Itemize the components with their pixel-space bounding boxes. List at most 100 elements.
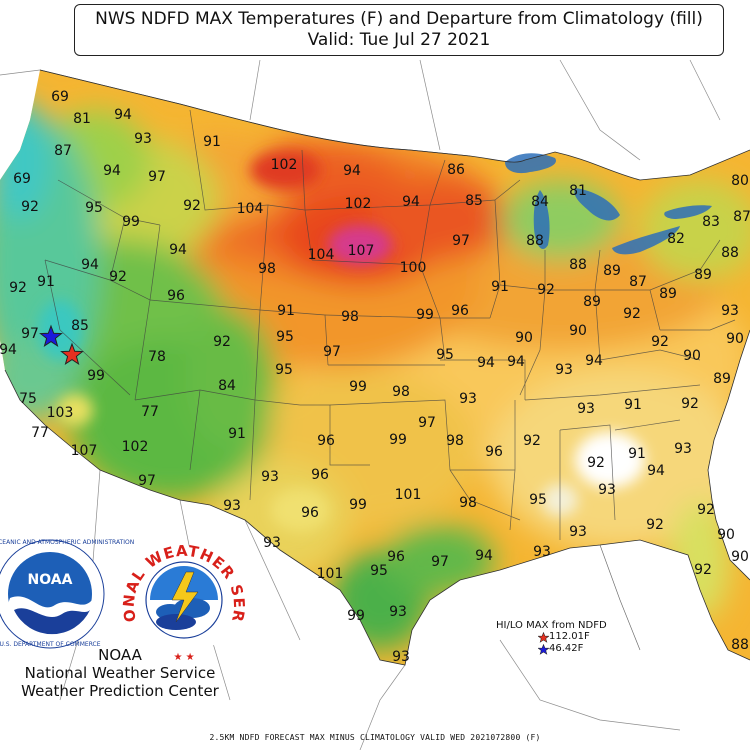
temperature-label: 93: [555, 362, 573, 378]
temperature-label: 91: [203, 134, 221, 150]
temperature-label: 97: [418, 415, 436, 431]
hi-lo-legend: HI/LO MAX from NDFD 112.01F 46.42F: [496, 620, 607, 655]
temperature-label: 95: [275, 362, 293, 378]
temperature-label: 75: [19, 391, 37, 407]
temperature-label: 98: [392, 384, 410, 400]
temperature-label: 90: [515, 330, 533, 346]
temperature-label: 107: [71, 443, 98, 459]
temperature-label: 99: [87, 368, 105, 384]
temperature-label: 102: [345, 196, 372, 212]
temperature-label: 80: [731, 173, 749, 189]
temperature-label: 87: [733, 209, 750, 225]
temperature-label: 90: [717, 527, 735, 543]
temperature-label: 94: [507, 354, 525, 370]
temperature-label: 69: [51, 89, 69, 105]
svg-text:U.S. DEPARTMENT OF COMMERCE: U.S. DEPARTMENT OF COMMERCE: [0, 641, 101, 648]
temperature-label: 89: [694, 267, 712, 283]
footer-caption: 2.5KM NDFD FORECAST MAX MINUS CLIMATOLOG…: [209, 733, 541, 742]
temperature-label: 94: [475, 548, 493, 564]
temperature-label: 93: [674, 441, 692, 457]
temperature-label: 96: [301, 505, 319, 521]
map-title: NWS NDFD MAX Temperatures (F) and Depart…: [95, 9, 703, 29]
svg-text:ATIONAL OCEANIC AND ATMOSPHERI: ATIONAL OCEANIC AND ATMOSPHERIC ADMINIST…: [0, 539, 134, 546]
temperature-label: 89: [713, 371, 731, 387]
temperature-label: 94: [169, 242, 187, 258]
temperature-label: 94: [114, 107, 132, 123]
great-lakes: [505, 153, 712, 255]
temperature-label: 90: [726, 331, 744, 347]
temperature-label: 94: [647, 463, 665, 479]
temperature-label: 101: [317, 566, 344, 582]
temperature-label: 92: [651, 334, 669, 350]
temperature-label: 97: [452, 233, 470, 249]
temperature-label: 98: [341, 309, 359, 325]
valid-date: Valid: Tue Jul 27 2021: [307, 30, 491, 50]
temperature-label: 92: [21, 199, 39, 215]
temperature-label: 94: [402, 194, 420, 210]
temperature-label: 98: [459, 495, 477, 511]
temperature-label: 92: [697, 502, 715, 518]
temperature-label: 81: [73, 111, 91, 127]
temperature-label: 92: [646, 517, 664, 533]
temperature-label: 89: [603, 263, 621, 279]
agency-block: NOAA National Weather Service Weather Pr…: [0, 646, 240, 700]
noaa-logo: NOAA ATIONAL OCEANIC AND ATMOSPHERIC ADM…: [0, 539, 134, 649]
temperature-label: 89: [659, 286, 677, 302]
svg-text:★ ★: ★ ★: [173, 652, 194, 663]
temperature-label: 91: [277, 303, 295, 319]
temperature-label: 96: [451, 303, 469, 319]
temperature-label: 102: [271, 157, 298, 173]
temperature-label: 97: [431, 554, 449, 570]
temperature-label: 85: [465, 193, 483, 209]
extreme-markers: [39, 324, 84, 366]
temperature-label: 92: [9, 280, 27, 296]
temperature-label: 93: [261, 469, 279, 485]
temperature-label: 69: [13, 171, 31, 187]
legend-lo-row: 46.42F: [538, 643, 607, 655]
agency-line-wpc: Weather Prediction Center: [21, 682, 219, 700]
temperature-label: 97: [138, 473, 156, 489]
coastline: [4, 69, 750, 666]
temperature-label: 94: [81, 257, 99, 273]
temperature-label: 99: [389, 432, 407, 448]
temperature-label: 95: [276, 329, 294, 345]
temperature-label: 91: [228, 426, 246, 442]
temperature-label: 99: [349, 379, 367, 395]
temperature-label: 96: [485, 444, 503, 460]
temperature-label: 99: [347, 608, 365, 624]
legend-hi-row: 112.01F: [538, 631, 607, 643]
temperature-label: 93: [721, 303, 739, 319]
agency-line-nws: National Weather Service: [24, 664, 216, 682]
temperature-label: 92: [694, 562, 712, 578]
temperature-label: 102: [122, 439, 149, 455]
temperature-label: 82: [667, 231, 685, 247]
temperature-label: 90: [731, 549, 749, 565]
agency-line-noaa: NOAA: [98, 646, 142, 664]
temperature-label: 91: [491, 279, 509, 295]
temperature-label: 90: [569, 323, 587, 339]
temperature-label: 78: [148, 349, 166, 365]
temperature-label: 99: [122, 214, 140, 230]
temperature-label: 92: [109, 269, 127, 285]
temperature-label: 93: [389, 604, 407, 620]
temperature-label: 84: [218, 378, 236, 394]
temperature-label: 92: [213, 334, 231, 350]
temperature-label: 87: [54, 143, 72, 159]
temperature-label: 94: [0, 342, 17, 358]
temperature-label: 87: [629, 274, 647, 290]
temperature-label: 95: [436, 347, 454, 363]
temperature-label: 92: [537, 282, 555, 298]
temperature-label: 104: [308, 247, 335, 263]
temperature-label: 95: [370, 563, 388, 579]
temperature-label: 91: [628, 446, 646, 462]
temperature-label: 88: [526, 233, 544, 249]
temperature-label: 97: [21, 326, 39, 342]
temperature-label: 88: [731, 637, 749, 653]
temperature-label: 93: [392, 649, 410, 665]
temperature-label: 92: [623, 306, 641, 322]
temperature-label: 92: [681, 396, 699, 412]
temperature-label: 101: [395, 487, 422, 503]
